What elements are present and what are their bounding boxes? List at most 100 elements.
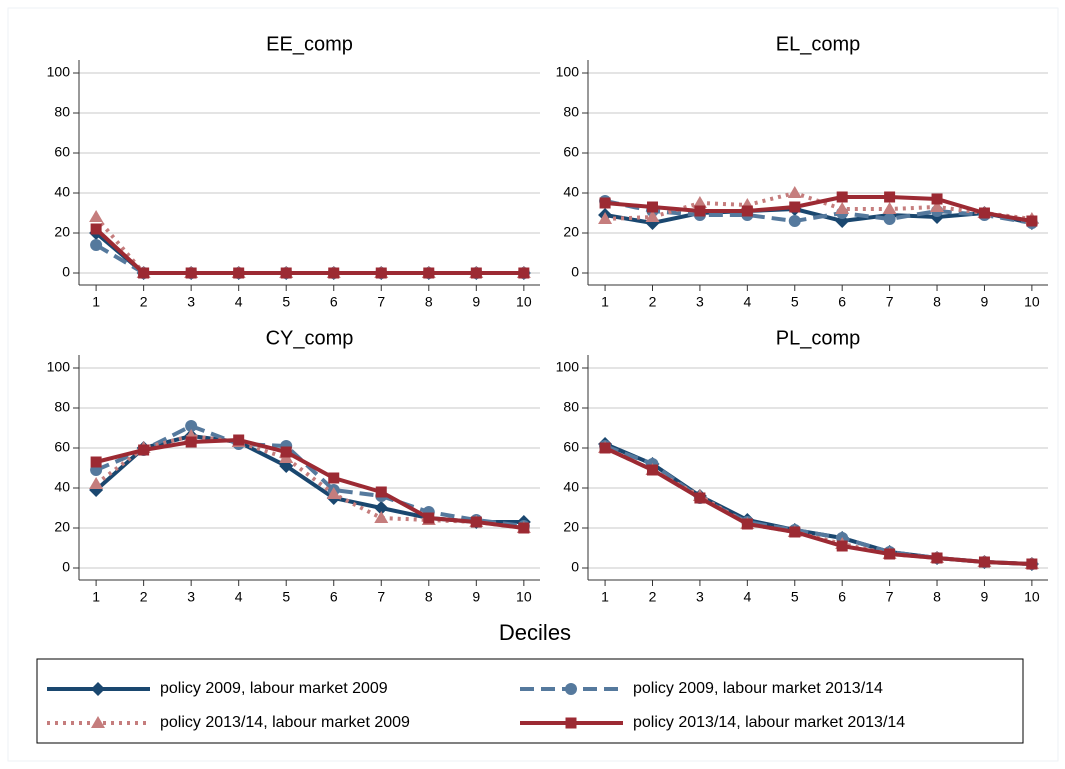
marker (882, 202, 897, 214)
marker (741, 205, 753, 217)
marker (599, 197, 611, 209)
y-tick-label: 80 (54, 399, 70, 415)
series-line (95, 437, 525, 530)
x-tick-label: 5 (282, 294, 290, 310)
x-tick-label: 8 (425, 294, 433, 310)
x-tick-label: 5 (791, 589, 799, 605)
y-tick-label: 20 (54, 519, 70, 535)
x-tick-label: 10 (516, 294, 532, 310)
marker (233, 434, 245, 446)
marker (185, 436, 197, 448)
marker (89, 477, 104, 489)
marker (280, 446, 292, 458)
series-line (95, 423, 525, 528)
legend-marker (91, 682, 105, 696)
marker (789, 201, 801, 213)
marker (694, 205, 706, 217)
marker (931, 552, 943, 564)
marker (788, 215, 801, 227)
x-tick-label: 4 (743, 589, 751, 605)
x-tick-label: 3 (187, 589, 195, 605)
y-tick-label: 100 (47, 359, 71, 375)
y-tick-label: 80 (563, 399, 579, 415)
x-tick-label: 1 (601, 589, 609, 605)
y-tick-label: 40 (563, 479, 579, 495)
legend-label: policy 2009, labour market 2013/14 (633, 680, 883, 697)
y-tick-label: 100 (47, 64, 71, 80)
x-tick-label: 10 (1024, 294, 1040, 310)
marker (884, 548, 896, 560)
marker (883, 213, 896, 225)
y-tick-label: 0 (571, 559, 579, 575)
marker (374, 511, 389, 523)
marker (138, 444, 150, 456)
y-tick-label: 100 (556, 359, 580, 375)
marker (1026, 215, 1038, 227)
legend-label: policy 2009, labour market 2009 (160, 680, 388, 697)
marker (978, 556, 990, 568)
x-tick-label: 9 (472, 589, 480, 605)
x-tick-label: 7 (377, 294, 385, 310)
x-tick-label: 6 (330, 589, 338, 605)
legend-label: policy 2013/14, labour market 2013/14 (633, 714, 905, 731)
marker (138, 267, 150, 279)
series-line (94, 227, 524, 275)
x-tick-label: 10 (516, 589, 532, 605)
x-tick-label: 9 (981, 589, 989, 605)
y-tick-label: 80 (54, 104, 70, 120)
legend-entries: policy 2009, labour market 2009 policy 20… (47, 680, 905, 731)
chart-title: CY_comp (266, 327, 354, 349)
x-tick-label: 5 (282, 589, 290, 605)
marker (375, 486, 387, 498)
marker (789, 526, 801, 538)
series-line (604, 195, 1033, 223)
x-tick-label: 4 (235, 294, 243, 310)
y-tick-label: 60 (54, 439, 70, 455)
marker (328, 267, 340, 279)
x-tick-label: 3 (696, 294, 704, 310)
marker (470, 516, 482, 528)
legend-marker (565, 683, 577, 695)
x-tick-label: 9 (981, 294, 989, 310)
y-tick-label: 60 (563, 439, 579, 455)
marker (931, 193, 943, 205)
marker (836, 191, 848, 203)
x-tick-label: 2 (140, 294, 148, 310)
x-tick-label: 9 (472, 294, 480, 310)
marker (835, 202, 850, 214)
marker (646, 464, 658, 476)
x-tick-label: 2 (140, 589, 148, 605)
x-tick-label: 2 (649, 589, 657, 605)
y-tick-label: 20 (563, 519, 579, 535)
y-tick-label: 100 (556, 64, 580, 80)
marker (741, 518, 753, 530)
marker (185, 420, 198, 432)
marker (646, 201, 658, 213)
marker (598, 212, 613, 224)
marker (470, 267, 482, 279)
y-tick-label: 0 (571, 264, 579, 280)
x-axis-label: Deciles (499, 620, 571, 645)
legend-marker (91, 716, 105, 728)
x-tick-label: 7 (886, 294, 894, 310)
chart-title: PL_comp (776, 327, 861, 349)
x-tick-label: 7 (886, 589, 894, 605)
y-tick-label: 40 (563, 184, 579, 200)
marker (89, 210, 104, 222)
x-tick-label: 1 (601, 294, 609, 310)
marker (328, 472, 340, 484)
chart-title: EL_comp (776, 33, 861, 55)
x-tick-label: 4 (235, 589, 243, 605)
chart-title: EE_comp (266, 33, 353, 55)
marker (694, 492, 706, 504)
x-tick-label: 10 (1024, 589, 1040, 605)
legend-marker (565, 717, 577, 729)
y-tick-label: 20 (54, 224, 70, 240)
y-tick-label: 0 (62, 559, 70, 575)
x-tick-label: 3 (696, 589, 704, 605)
y-tick-label: 20 (563, 224, 579, 240)
x-tick-label: 8 (933, 589, 941, 605)
marker (375, 267, 387, 279)
marker (185, 267, 197, 279)
